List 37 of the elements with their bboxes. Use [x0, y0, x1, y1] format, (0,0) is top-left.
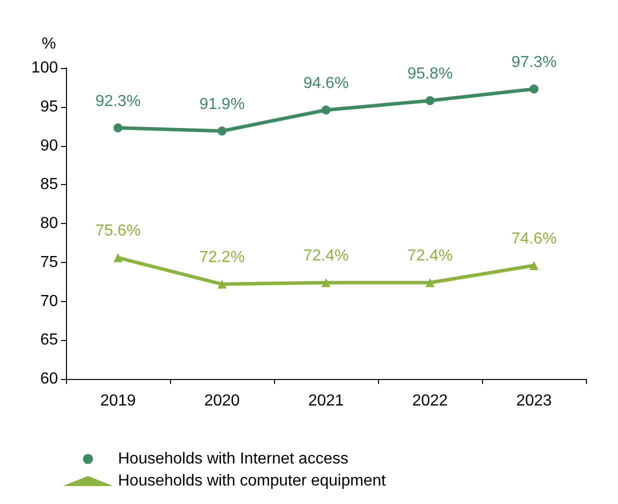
x-tick-label: 2023	[516, 392, 552, 410]
point	[322, 105, 330, 114]
point	[530, 84, 538, 94]
data-label: 97.3%	[511, 54, 557, 71]
y-tick-label: 70	[40, 292, 58, 310]
y-tick-label: 90	[40, 137, 58, 154]
y-tick-label: 80	[40, 215, 58, 232]
y-tick-label: 75	[40, 254, 58, 271]
data-label: 91.9%	[199, 96, 245, 113]
data-label: 95.8%	[407, 66, 453, 83]
data-label: 74.6%	[511, 230, 557, 248]
data-label: 72.4%	[303, 248, 349, 265]
legend-label: Households with Internet access	[118, 450, 348, 468]
x-tick-label: 2021	[308, 392, 344, 410]
x-tick-label: 2020	[204, 392, 240, 410]
legend-label: Households with computer equipment	[118, 472, 386, 490]
x-tick-label: 2019	[100, 392, 136, 410]
point	[426, 96, 434, 106]
y-tick-label: 95	[40, 98, 58, 116]
y-tick-label: 100	[31, 60, 58, 76]
point	[218, 280, 226, 289]
point	[530, 260, 538, 270]
y-tick-label: 60	[40, 370, 58, 388]
x-tick-label: 2022	[412, 392, 448, 410]
y-axis-title: %	[42, 36, 56, 52]
data-label: 92.3%	[95, 92, 141, 110]
data-label: 72.4%	[407, 248, 453, 265]
data-label: 72.2%	[199, 249, 245, 266]
data-label: 75.6%	[95, 222, 141, 240]
data-label: 94.6%	[303, 74, 349, 92]
y-tick-label: 65	[40, 332, 58, 349]
point	[114, 123, 122, 132]
point	[322, 278, 330, 288]
point	[218, 126, 226, 136]
y-tick-label: 85	[40, 176, 58, 194]
point	[426, 278, 434, 288]
point	[114, 253, 122, 262]
